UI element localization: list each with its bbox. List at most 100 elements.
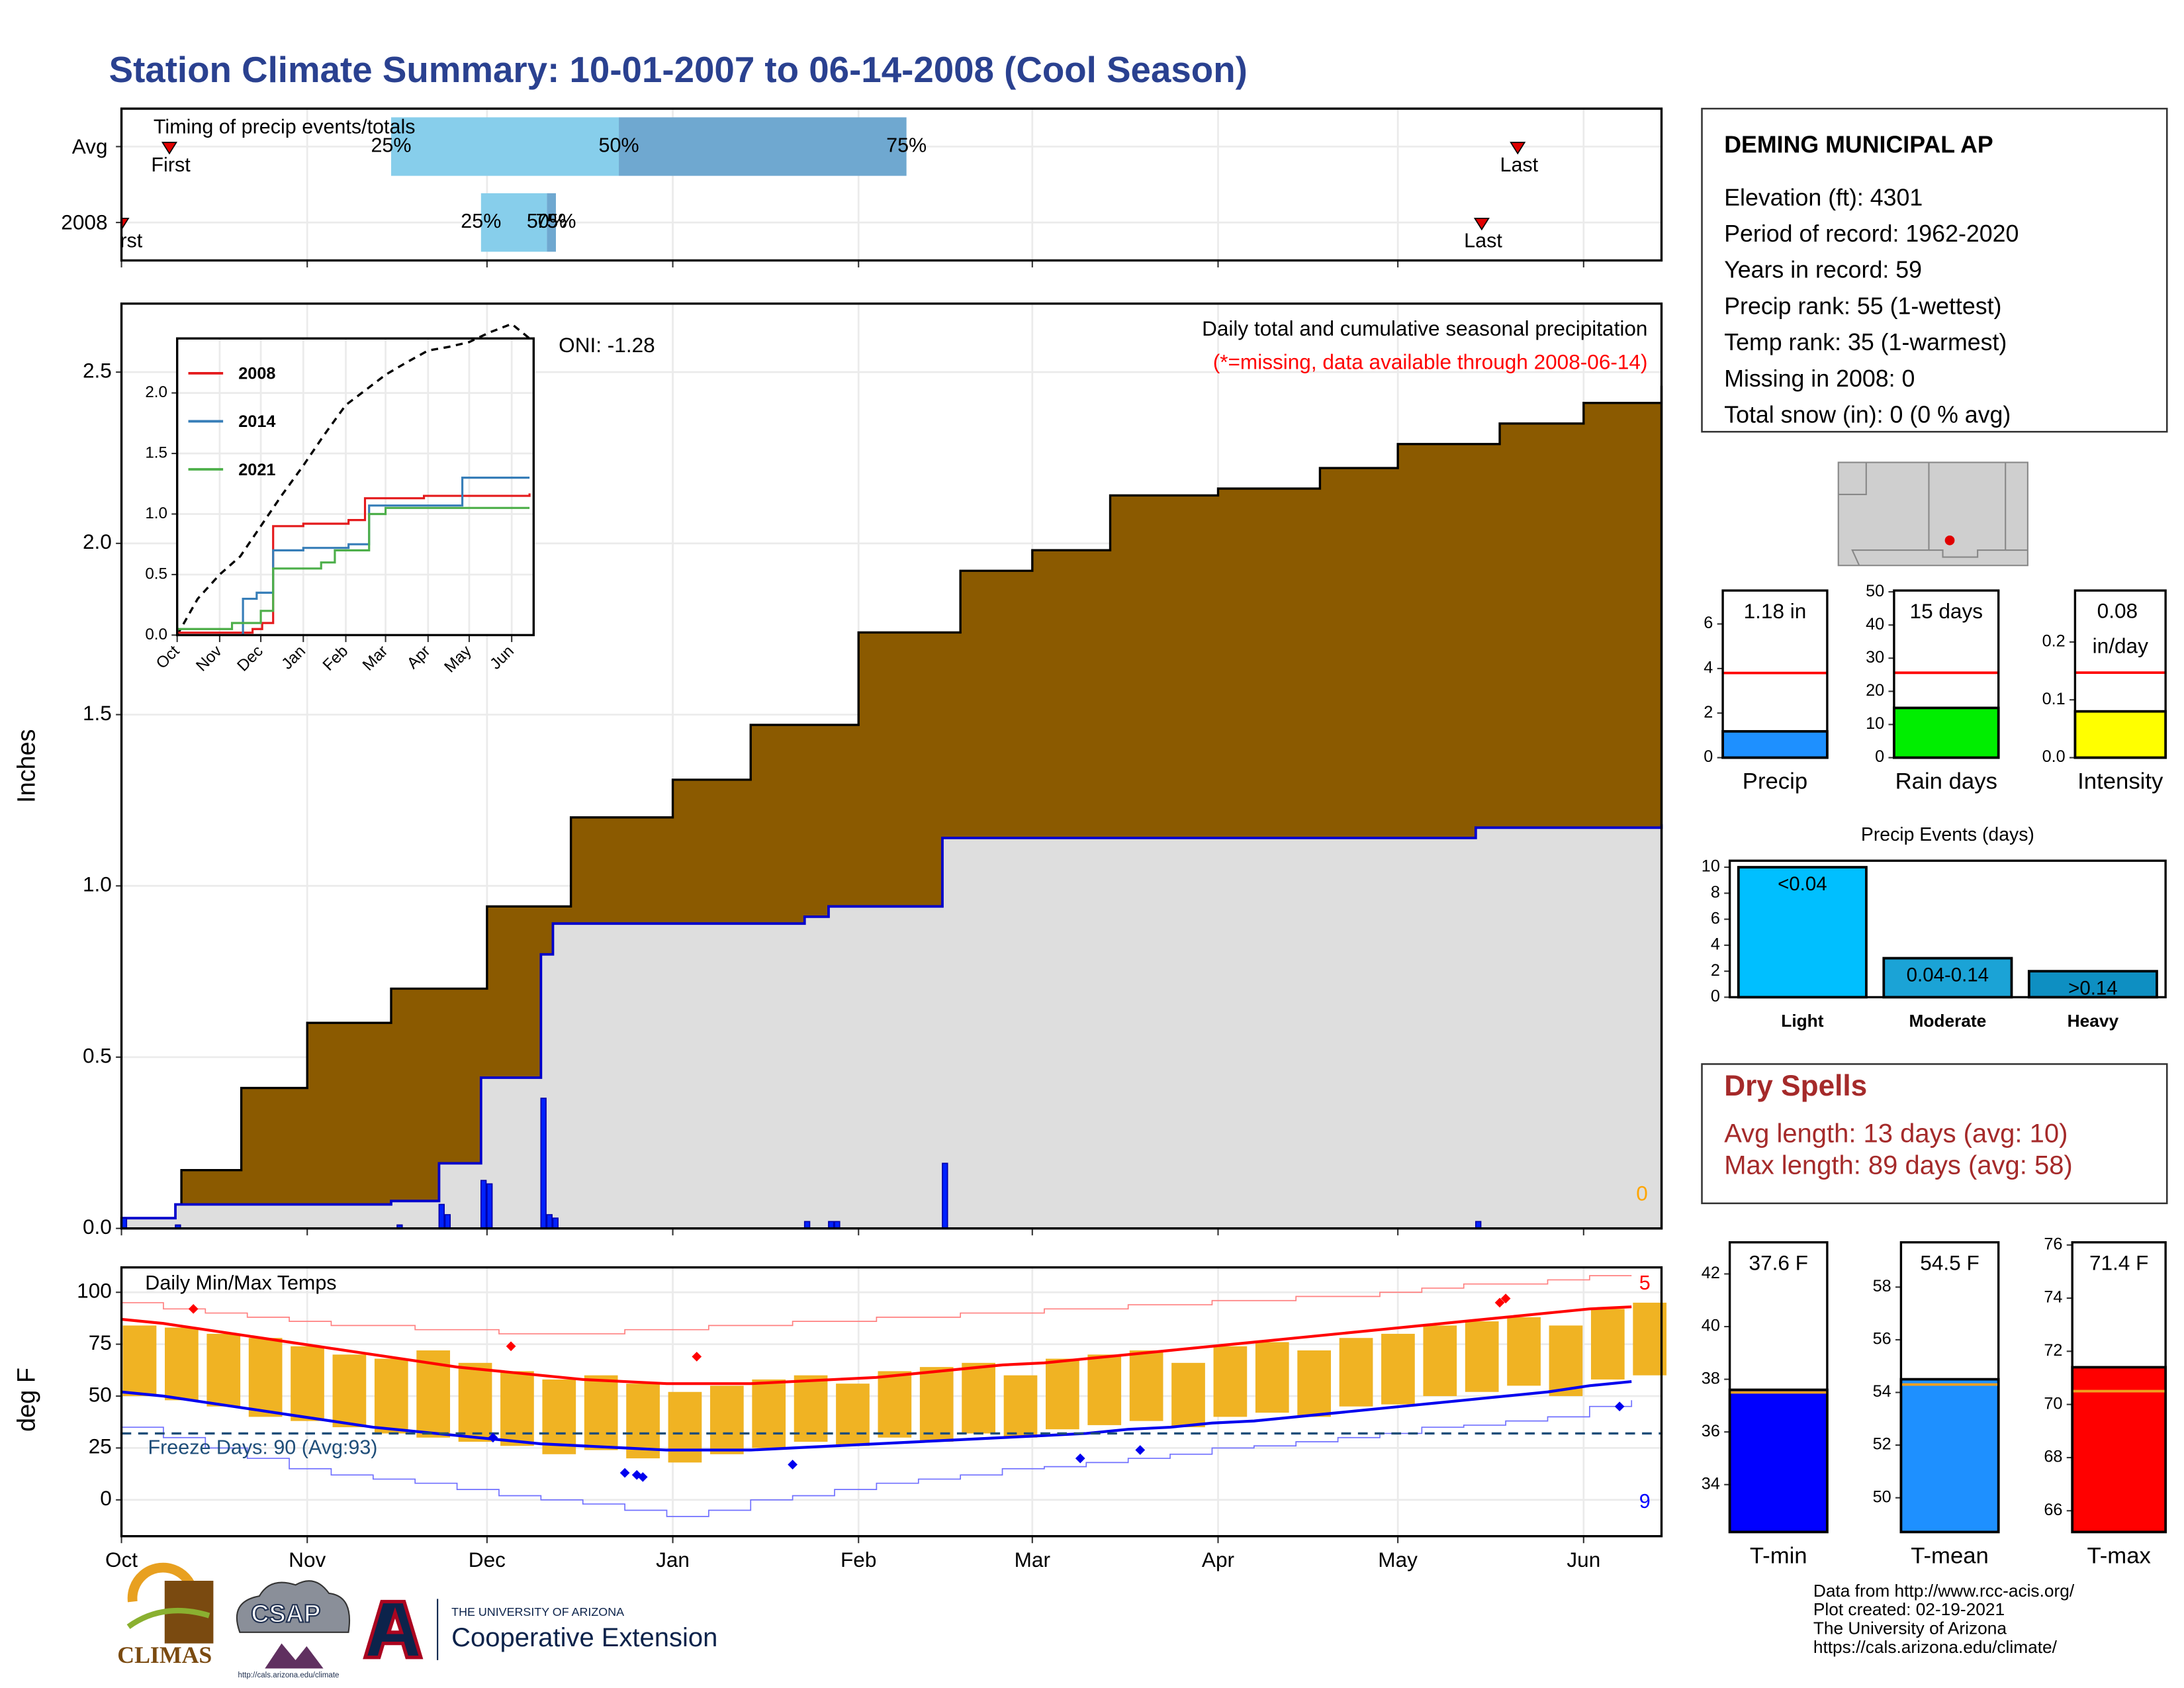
footer-line: Plot created: 02-19-2021 <box>1813 1599 2005 1619</box>
plot-frame <box>120 107 1663 262</box>
series-line <box>177 506 530 630</box>
y-tick-label: 1.0 <box>83 872 112 896</box>
y-axis-label: deg F <box>13 1368 41 1432</box>
category-label: T-min <box>1750 1543 1807 1568</box>
bar <box>1737 866 1868 999</box>
daily-bar <box>480 1180 487 1229</box>
y-tick-label: 1.0 <box>145 504 167 522</box>
row-label: 2008 <box>61 211 107 234</box>
value-label: 0.08 in/day <box>2093 599 2148 658</box>
dry-spell-lines: Avg length: 13 days (avg: 10) Max length:… <box>1724 1119 2073 1180</box>
dry-spell-title: Dry Spells <box>1724 1070 1867 1102</box>
y-tick-label: 0.2 <box>2042 632 2066 651</box>
y-tick-label: 66 <box>2044 1501 2062 1519</box>
y-tick-label: 30 <box>1866 648 1884 667</box>
quantile-label: 75% <box>886 134 927 157</box>
y-tick-label: 2 <box>1711 961 1720 980</box>
bar <box>2073 710 2167 759</box>
category-label: Moderate <box>1909 1011 1986 1031</box>
y-tick-label: 50 <box>1866 582 1884 600</box>
daily-bar <box>444 1214 451 1229</box>
y-tick-label: 0.0 <box>145 626 167 643</box>
temp-range-bar <box>668 1391 702 1463</box>
csap-url: http://cals.arizona.edu/climate <box>238 1671 340 1679</box>
temp-range-bar <box>1297 1350 1332 1417</box>
daily-bar <box>438 1203 445 1229</box>
bar <box>1892 706 2000 759</box>
dry-spell-box <box>1701 1063 2168 1205</box>
plot-frame <box>120 1266 1663 1538</box>
station-line: Period of record: 1962-2020 <box>1724 220 2019 247</box>
y-tick-label: 1.5 <box>145 444 167 461</box>
category-label: T-max <box>2087 1543 2150 1568</box>
record-marker <box>637 1472 648 1482</box>
temp-range-bar <box>374 1358 408 1434</box>
temp-range-bar <box>1046 1358 1079 1430</box>
climas-text: CLIMAS <box>117 1642 212 1668</box>
y-tick-label: 2.5 <box>83 358 112 382</box>
y-tick-label: 70 <box>2044 1394 2062 1413</box>
cumulative-area <box>121 824 1662 1229</box>
station-line: Precip rank: 55 (1-wettest) <box>1724 293 2001 319</box>
y-tick-label: 34 <box>1702 1474 1720 1493</box>
record-low-count: 9 <box>1639 1490 1651 1513</box>
temp-range-bar <box>1171 1362 1205 1428</box>
value-label: 0.04-0.14 <box>1907 964 1989 986</box>
y-tick-label: 40 <box>1702 1317 1720 1335</box>
station-dot <box>1944 535 1955 545</box>
quantile-label: 50% <box>599 134 639 157</box>
value-label-part: 0.08 <box>2097 599 2144 623</box>
avg-min-line <box>121 1380 1632 1452</box>
temp-range-bar <box>122 1325 157 1397</box>
y-tick-label: 58 <box>1873 1277 1891 1295</box>
legend-label: 2021 <box>238 461 275 479</box>
value-label: 37.6 F <box>1749 1251 1808 1275</box>
value-label: 54.5 F <box>1920 1251 1979 1275</box>
value-label: 1.18 in <box>1744 599 1807 623</box>
x-tick-label: Mar <box>1015 1548 1050 1571</box>
map-border <box>1929 549 2028 558</box>
y-tick-label: 68 <box>2044 1448 2062 1466</box>
plot-frame <box>1899 1241 2000 1534</box>
temp-range-bar <box>206 1333 241 1407</box>
y-tick-label: 75 <box>89 1331 112 1354</box>
y-tick-label: 2 <box>1704 703 1713 722</box>
station-box <box>1701 107 2168 433</box>
y-tick-label: 0.5 <box>83 1043 112 1067</box>
temp-range-bar <box>1003 1375 1038 1438</box>
footer-line: The University of Arizona <box>1813 1618 2007 1638</box>
temp-range-bar <box>709 1385 744 1454</box>
plot-frame <box>2071 1241 2167 1534</box>
temp-range-bar <box>1465 1321 1499 1392</box>
category-label: Heavy <box>2068 1011 2119 1031</box>
y-tick-label: 0.0 <box>83 1215 112 1239</box>
category-label: Rain days <box>1895 769 1997 794</box>
extension-text: Cooperative Extension <box>451 1623 717 1652</box>
series-line <box>177 477 530 636</box>
csap-logo <box>265 1643 324 1669</box>
event-label: First <box>103 230 143 252</box>
x-tick-label: May <box>1378 1548 1418 1571</box>
temp-range-bar <box>1339 1338 1373 1407</box>
temp-range-bar <box>1255 1342 1289 1413</box>
value-label: >0.14 <box>2068 977 2118 999</box>
y-tick-label: 42 <box>1702 1264 1720 1282</box>
y-tick-label: 6 <box>1704 614 1713 632</box>
temp-range-bar <box>919 1367 954 1442</box>
value-label: <0.04 <box>1778 873 1827 895</box>
location-map <box>1837 461 2028 567</box>
x-tick-label: Nov <box>289 1548 326 1571</box>
y-tick-label: 4 <box>1704 659 1713 677</box>
value-label-part: in/day <box>2093 634 2148 658</box>
plot-frame <box>176 337 535 637</box>
quantile-bar <box>619 117 907 176</box>
y-tick-label: 76 <box>2044 1235 2062 1253</box>
footer-line: Data from http://www.rcc-acis.org/ <box>1813 1581 2075 1601</box>
plot-frame <box>1728 859 2167 999</box>
x-tick-label: Feb <box>841 1548 876 1571</box>
ua-logo <box>363 1599 424 1660</box>
station-line: Total snow (in): 0 (0 % avg) <box>1724 402 2011 428</box>
quantile-bar <box>480 193 547 252</box>
climas-logo <box>126 1607 210 1629</box>
